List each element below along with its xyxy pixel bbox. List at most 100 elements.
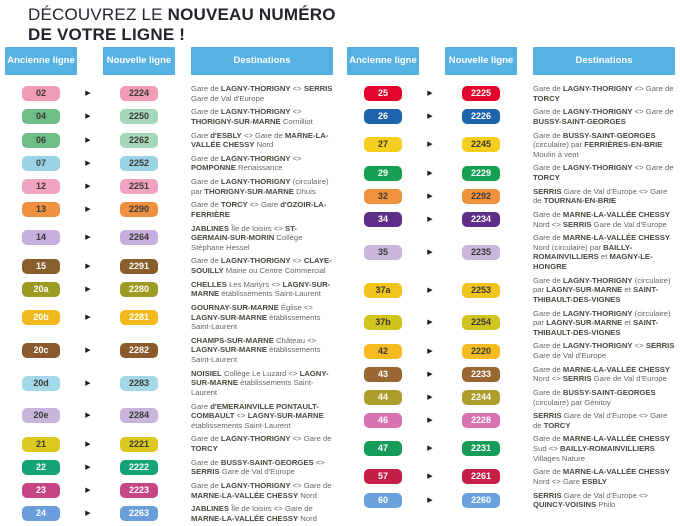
new-line-badge: 2291 bbox=[120, 258, 158, 274]
table-row: 27 ▶ 2245 Gare de BUSSY-SAINT-GEORGES (c… bbox=[347, 130, 675, 161]
header-spacer bbox=[419, 47, 441, 75]
old-line-badge: 14 bbox=[22, 230, 60, 246]
old-line-badge: 47 bbox=[364, 441, 402, 457]
old-line-badge: 57 bbox=[364, 469, 402, 485]
arrow-right-icon: ▶ bbox=[85, 159, 91, 167]
arrow-right-icon: ▶ bbox=[427, 394, 433, 401]
table-row: 60 ▶ 2260 SERRIS Gare de Val d'Europe <>… bbox=[347, 490, 675, 511]
new-line-badge: 2251 bbox=[120, 179, 158, 195]
destination-text: Gare de BUSSY-SAINT-GEORGES <> SERRIS Ga… bbox=[191, 457, 325, 477]
destination-text: Gare de LAGNY-THORIGNY <> Gare de TORCY bbox=[191, 434, 332, 453]
arrow-right-icon: ▶ bbox=[85, 379, 91, 387]
destination-text: Gare d'EMERAINVILLE PONTAULT-COMBAULT <>… bbox=[191, 401, 324, 430]
destination-text: CHAMPS-SUR-MARNE Château <> LAGNY-SUR-MA… bbox=[191, 335, 321, 364]
arrow-right-icon: ▶ bbox=[85, 463, 91, 471]
arrow-right-icon: ▶ bbox=[427, 370, 433, 378]
table-row: 43 ▶ 2233 Gare de MARNE-LA-VALLÉE CHESSY… bbox=[347, 364, 675, 385]
old-line-badge: 24 bbox=[22, 506, 60, 522]
table-left: Ancienne ligne Nouvelle ligne Destinatio… bbox=[5, 47, 333, 526]
new-line-badge: 2250 bbox=[120, 109, 158, 125]
table-row: 26 ▶ 2226 Gare de LAGNY-THORIGNY <> Gare… bbox=[347, 106, 675, 127]
table-row: 12 ▶ 2251 Gare de LAGNY-THORIGNY (circul… bbox=[5, 176, 333, 197]
page-title: DÉCOUVREZ LE NOUVEAU NUMÉRO DE VOTRE LIGN… bbox=[28, 5, 336, 45]
old-line-badge: 13 bbox=[22, 202, 60, 218]
arrow-right-icon: ▶ bbox=[427, 319, 433, 327]
new-line-badge: 2233 bbox=[462, 366, 500, 382]
destination-text: Gare de LAGNY-THORIGNY (circulaire) par … bbox=[191, 177, 329, 196]
arrow-right-icon: ▶ bbox=[85, 234, 91, 242]
arrow-right-icon: ▶ bbox=[427, 496, 433, 504]
header-destinations: Destinations bbox=[533, 47, 675, 75]
table-row: 37b ▶ 2254 Gare de LAGNY-THORIGNY (circu… bbox=[347, 308, 675, 339]
table-row: 23 ▶ 2223 Gare de LAGNY-THORIGNY <> Gare… bbox=[5, 480, 333, 501]
old-line-badge: 23 bbox=[22, 483, 60, 498]
destination-text: Gare de LAGNY-THORIGNY <> Gare de BUSSY-… bbox=[533, 107, 674, 126]
arrow-right-icon: ▶ bbox=[427, 216, 433, 223]
new-line-badge: 2231 bbox=[462, 441, 500, 457]
new-line-badge: 2229 bbox=[462, 165, 500, 181]
arrow-right-icon: ▶ bbox=[85, 183, 91, 191]
table-row: 07 ▶ 2252 Gare de LAGNY-THORIGNY <> POMP… bbox=[5, 153, 333, 174]
old-line-badge: 20a bbox=[22, 281, 60, 297]
table-row: 22 ▶ 2222 Gare de BUSSY-SAINT-GEORGES <>… bbox=[5, 457, 333, 478]
new-line-badge: 2244 bbox=[462, 390, 500, 405]
old-line-badge: 20e bbox=[22, 408, 60, 424]
new-line-badge: 2280 bbox=[120, 281, 158, 297]
old-line-badge: 60 bbox=[364, 492, 402, 508]
header-spacer bbox=[77, 47, 99, 75]
new-line-badge: 2222 bbox=[120, 459, 158, 475]
table-row: 13 ▶ 2290 Gare de TORCY <> Gare d'OZOIR-… bbox=[5, 199, 333, 220]
destination-text: Gare de LAGNY-THORIGNY (circulaire) par … bbox=[533, 275, 671, 304]
arrow-right-icon: ▶ bbox=[85, 113, 91, 121]
table-header-row: Ancienne ligne Nouvelle ligne Destinatio… bbox=[5, 47, 333, 75]
table-row: 21 ▶ 2221 Gare de LAGNY-THORIGNY <> Gare… bbox=[5, 433, 333, 454]
old-line-badge: 25 bbox=[364, 86, 402, 102]
destination-text: SERRIS Gare de Val d'Europe <> QUINCY-VO… bbox=[533, 490, 648, 510]
new-line-badge: 2282 bbox=[120, 342, 158, 358]
new-line-badge: 2262 bbox=[120, 132, 158, 148]
destination-text: Gare de MARNE-LA-VALLÉE CHESSY Nord <> G… bbox=[533, 467, 670, 486]
arrow-right-icon: ▶ bbox=[427, 90, 433, 98]
arrow-right-icon: ▶ bbox=[427, 417, 433, 425]
table-rows: 25 ▶ 2225 Gare de LAGNY-THORIGNY <> Gare… bbox=[347, 83, 675, 511]
old-line-badge: 43 bbox=[364, 366, 402, 382]
old-line-badge: 32 bbox=[364, 188, 402, 204]
arrow-right-icon: ▶ bbox=[85, 262, 91, 270]
old-line-badge: 44 bbox=[364, 390, 402, 405]
destination-text: GOURNAY-SUR-MARNE Église <> LAGNY-SUR-MA… bbox=[191, 302, 321, 332]
arrow-right-icon: ▶ bbox=[85, 285, 91, 293]
old-line-badge: 20b bbox=[22, 309, 60, 325]
table-row: 20e ▶ 2284 Gare d'EMERAINVILLE PONTAULT-… bbox=[5, 401, 333, 432]
arrow-right-icon: ▶ bbox=[427, 141, 433, 149]
destination-text: Gare de LAGNY-THORIGNY <> SERRIS Gare de… bbox=[191, 84, 333, 103]
new-line-badge: 2245 bbox=[462, 137, 500, 153]
table-row: 20a ▶ 2280 CHELLES Les Martyrs <> LAGNY-… bbox=[5, 279, 333, 300]
old-line-badge: 02 bbox=[22, 86, 60, 102]
new-line-badge: 2254 bbox=[462, 315, 500, 331]
old-line-badge: 46 bbox=[364, 413, 402, 429]
table-row: 20c ▶ 2282 CHAMPS-SUR-MARNE Château <> L… bbox=[5, 335, 333, 366]
new-line-badge: 2221 bbox=[120, 436, 158, 452]
new-line-badge: 2292 bbox=[462, 188, 500, 204]
header-old-line: Ancienne ligne bbox=[347, 47, 419, 75]
destination-text: SERRIS Gare de Val d'Europe <> Gare de T… bbox=[533, 411, 668, 430]
title-intro: DÉCOUVREZ LE bbox=[28, 5, 163, 24]
destination-text: JABLINES Île de loisirs <> ST-GERMAIN-SU… bbox=[191, 223, 303, 252]
arrow-right-icon: ▶ bbox=[427, 473, 433, 481]
table-row: 20b ▶ 2281 GOURNAY-SUR-MARNE Église <> L… bbox=[5, 302, 333, 333]
old-line-badge: 06 bbox=[22, 132, 60, 148]
new-line-badge: 2252 bbox=[120, 155, 158, 171]
new-line-badge: 2283 bbox=[120, 375, 158, 391]
new-line-badge: 2228 bbox=[462, 413, 500, 429]
arrow-right-icon: ▶ bbox=[85, 440, 91, 448]
new-line-badge: 2225 bbox=[462, 86, 500, 102]
new-line-badge: 2220 bbox=[462, 343, 500, 359]
table-rows: 02 ▶ 2224 Gare de LAGNY-THORIGNY <> SERR… bbox=[5, 83, 333, 524]
old-line-badge: 37a bbox=[364, 282, 402, 298]
destination-text: Gare de MARNE-LA-VALLÉE CHESSY Nord <> S… bbox=[533, 364, 670, 384]
arrow-right-icon: ▶ bbox=[427, 169, 433, 177]
destination-text: Gare de MARNE-LA-VALLÉE CHESSY Nord (cir… bbox=[533, 233, 670, 271]
arrow-right-icon: ▶ bbox=[427, 445, 433, 453]
table-row: 46 ▶ 2228 SERRIS Gare de Val d'Europe <>… bbox=[347, 410, 675, 431]
destination-text: Gare de BUSSY-SAINT-GEORGES (circulaire)… bbox=[533, 387, 656, 407]
